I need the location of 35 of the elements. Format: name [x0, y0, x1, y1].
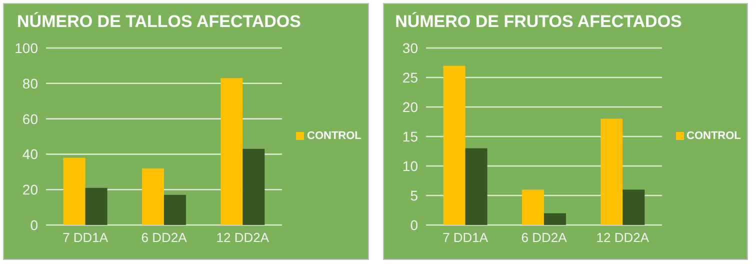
legend-label: CONTROL — [307, 130, 362, 142]
x-tick-label: 6 DD2A — [141, 230, 188, 246]
bar — [464, 148, 487, 225]
x-tick-label: 7 DD1A — [442, 230, 488, 246]
bar — [600, 118, 622, 225]
y-tick-label: 25 — [402, 69, 418, 86]
bar — [220, 78, 243, 225]
x-tick-label: 12 DD2A — [216, 230, 270, 246]
y-tick-label: 10 — [402, 158, 418, 174]
y-tick-label: 80 — [22, 75, 38, 92]
chart-title: NÚMERO DE TALLOS AFECTADOS — [16, 12, 302, 32]
bar — [521, 190, 544, 225]
y-tick-label: 5 — [410, 187, 418, 204]
bar — [622, 190, 644, 225]
y-tick-label: 0 — [410, 216, 418, 233]
x-tick-label: 12 DD2A — [596, 230, 649, 246]
bar — [442, 66, 465, 225]
y-tick-label: 20 — [22, 182, 38, 198]
legend-label: CONTROL — [686, 130, 741, 142]
bar — [242, 148, 265, 225]
bar — [85, 188, 108, 225]
x-tick-label: 6 DD2A — [520, 230, 567, 246]
chart-title: NÚMERO DE FRUTOS AFECTADOS — [394, 12, 683, 32]
bar — [543, 213, 566, 225]
y-tick-label: 15 — [402, 128, 418, 144]
y-tick-label: 40 — [22, 146, 38, 162]
y-tick-label: 30 — [402, 40, 418, 56]
y-tick-label: 60 — [22, 110, 38, 127]
y-tick-label: 100 — [14, 40, 38, 56]
y-tick-label: 0 — [30, 216, 38, 233]
y-tick-label: 20 — [402, 98, 418, 115]
bar — [164, 194, 186, 225]
bar — [142, 168, 164, 225]
x-tick-label: 7 DD1A — [62, 230, 108, 246]
bar — [63, 158, 86, 225]
